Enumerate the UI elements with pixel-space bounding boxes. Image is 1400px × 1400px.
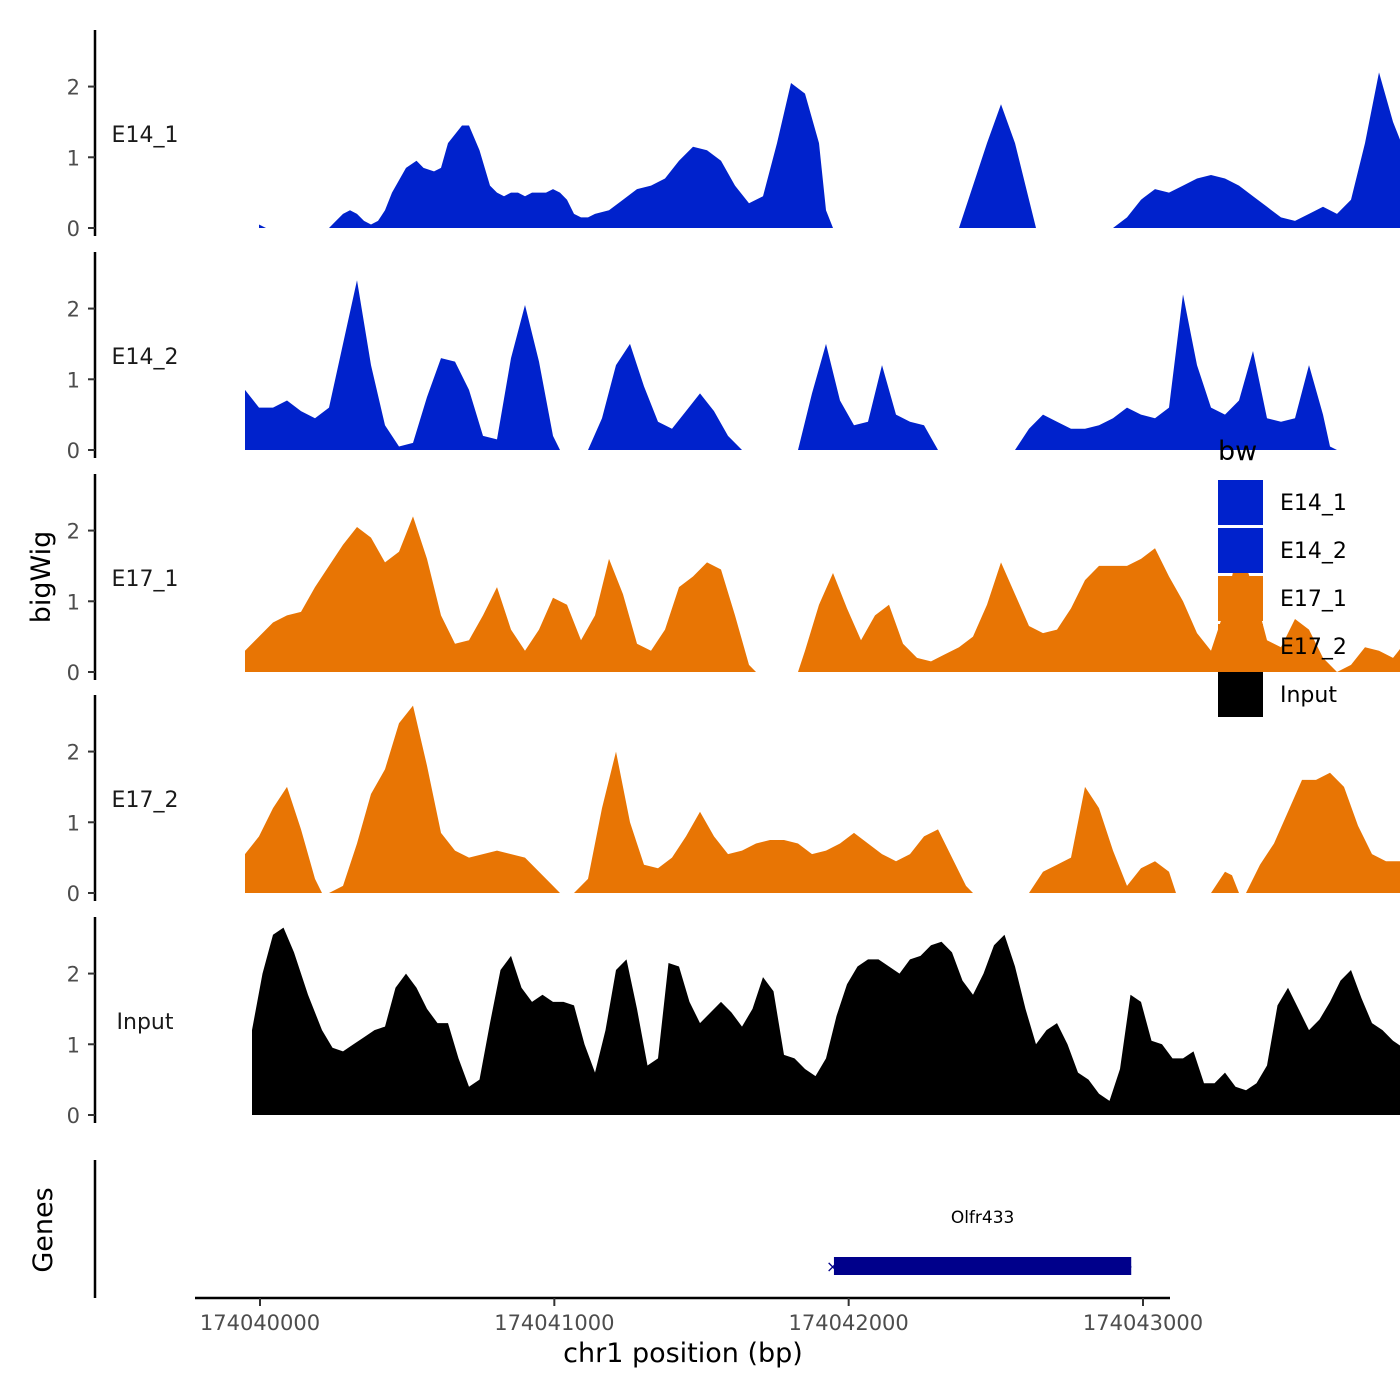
track-label: Input xyxy=(117,1010,174,1035)
track-e14-1: 0 1 2 E14_1 xyxy=(67,30,1400,241)
gene-body xyxy=(833,1257,1132,1275)
legend-swatch xyxy=(1218,624,1263,669)
y-tick-label: 0 xyxy=(67,217,80,241)
track-e17-1: 0 1 2 E17_1 xyxy=(67,474,1400,685)
track-label: E14_1 xyxy=(112,123,179,148)
legend-swatch xyxy=(1218,528,1263,573)
gene-olfr433: × • Olfr433 xyxy=(826,1208,1134,1276)
track-label: E17_2 xyxy=(112,788,179,813)
y-tick-label: 2 xyxy=(67,298,80,322)
legend-entry-e17-2: E17_2 xyxy=(1218,624,1347,669)
legend-label: Input xyxy=(1280,683,1337,708)
y-tick-label: 1 xyxy=(67,146,80,170)
y-tick-label: 1 xyxy=(67,590,80,614)
signal-area-input xyxy=(252,927,1400,1115)
x-tick-label: 174040000 xyxy=(200,1311,320,1335)
y-tick-label: 0 xyxy=(67,1104,80,1128)
signal-area-e14_1 xyxy=(259,72,1400,228)
x-tick-label: 174042000 xyxy=(789,1311,909,1335)
gene-panel: × • Olfr433 xyxy=(93,1160,1134,1298)
signal-tracks: 0 1 2 E14_1 0 1 2 E14_2 0 1 2 E17_1 0 1 2 E17_2 0 1 2 Input xyxy=(67,30,1400,1128)
x-tick-label: 174043000 xyxy=(1083,1311,1203,1335)
y-tick-label: 2 xyxy=(67,963,80,987)
legend-title: bw xyxy=(1218,436,1257,467)
track-label: E17_1 xyxy=(112,567,179,592)
y-tick-label: 2 xyxy=(67,520,80,544)
y-tick-label: 0 xyxy=(67,661,80,685)
y-tick-label: 0 xyxy=(67,439,80,463)
y-tick-label: 1 xyxy=(67,811,80,835)
y-tick-label: 2 xyxy=(67,76,80,100)
genes-axis-title: Genes xyxy=(28,1187,59,1272)
y-tick-label: 0 xyxy=(67,882,80,906)
legend-entry-e17-1: E17_1 xyxy=(1218,576,1347,621)
track-input: 0 1 2 Input xyxy=(67,917,1400,1128)
y-axis-title: bigWig xyxy=(26,531,57,624)
y-tick-label: 2 xyxy=(67,741,80,765)
signal-area-e17_2 xyxy=(245,705,1400,893)
legend-entry-e14-1: E14_1 xyxy=(1218,480,1347,525)
signal-area-e17_1 xyxy=(245,516,1400,672)
x-axis: 174040000 174041000 174042000 174043000 xyxy=(195,1296,1203,1335)
legend-swatch xyxy=(1218,480,1263,525)
legend-label: E14_1 xyxy=(1280,491,1347,516)
y-tick-label: 1 xyxy=(67,368,80,392)
legend-swatch xyxy=(1218,672,1263,717)
track-e14-2: 0 1 2 E14_2 xyxy=(67,252,1400,463)
legend-label: E17_2 xyxy=(1280,635,1347,660)
x-tick-label: 174041000 xyxy=(494,1311,614,1335)
legend-entry-e14-2: E14_2 xyxy=(1218,528,1347,573)
gene-start-marker: × xyxy=(826,1257,839,1276)
track-label: E14_2 xyxy=(112,345,179,370)
track-e17-2: 0 1 2 E17_2 xyxy=(67,695,1400,906)
legend-entry-input: Input xyxy=(1218,672,1337,717)
legend: bw E14_1 E14_2 E17_1 E17_2 Input xyxy=(1218,436,1347,717)
x-axis-title: chr1 position (bp) xyxy=(563,1338,803,1369)
gene-label: Olfr433 xyxy=(951,1208,1015,1228)
gene-strand-marker: • xyxy=(1125,1260,1133,1276)
legend-label: E14_2 xyxy=(1280,539,1347,564)
legend-swatch xyxy=(1218,576,1263,621)
y-tick-label: 1 xyxy=(67,1033,80,1057)
legend-label: E17_1 xyxy=(1280,587,1347,612)
signal-area-e14_2 xyxy=(245,280,1400,450)
